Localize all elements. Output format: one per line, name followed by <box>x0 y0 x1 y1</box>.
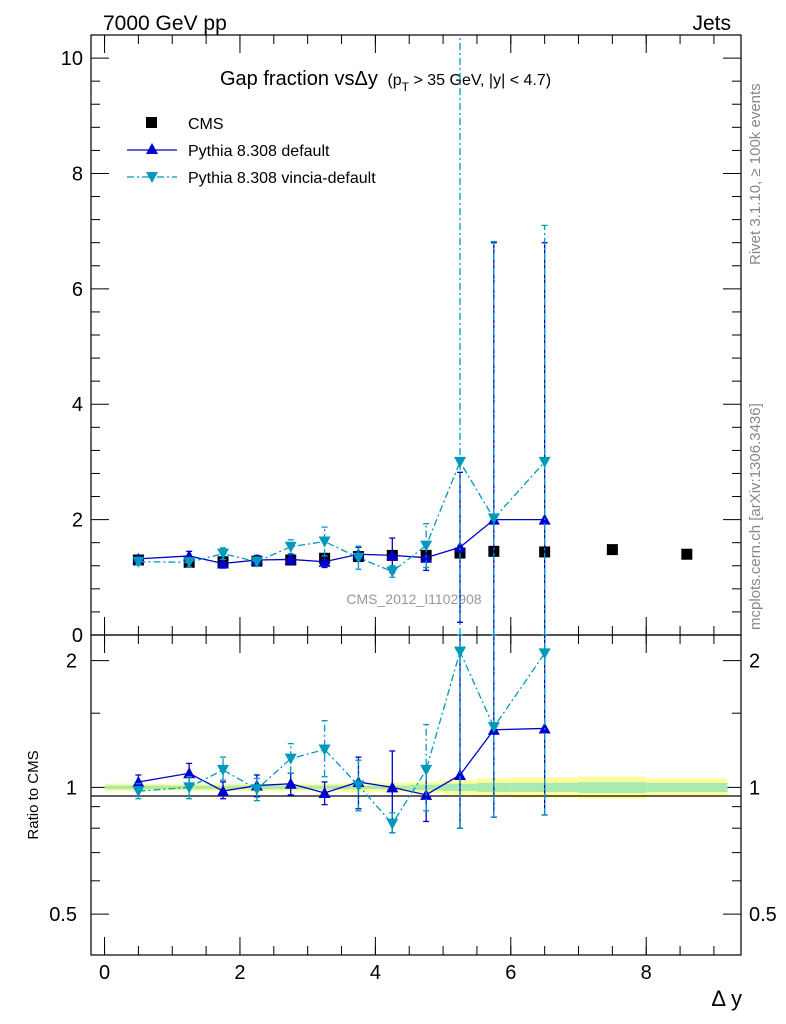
main-point-default <box>318 555 331 567</box>
ratio-point-default <box>318 786 331 798</box>
main-ytick-label: 4 <box>72 394 83 416</box>
rivet-version-label: Rivet 3.1.10, ≥ 100k events <box>747 83 764 265</box>
ratio-point-vincia <box>352 780 365 792</box>
main-point-vincia <box>487 513 500 525</box>
main-series-layer <box>132 35 693 636</box>
main-point-default <box>454 541 467 553</box>
ratio-series-layer <box>132 635 551 834</box>
ratio-line-default <box>138 727 545 796</box>
main-line-vincia <box>138 460 546 573</box>
ratio-point-default <box>217 785 230 797</box>
legend-label-cms: CMS <box>188 116 224 133</box>
header-process: Jets <box>692 12 731 35</box>
main-point-default <box>284 553 297 565</box>
ratio-point-default <box>284 777 297 789</box>
main-point-cms <box>606 544 618 556</box>
ratio-plot-frame <box>90 634 742 956</box>
ratio-point-vincia <box>454 646 467 658</box>
ratio-xtick-label: 2 <box>234 962 245 984</box>
ratio-xtick-label: 6 <box>505 962 516 984</box>
ratio-point-default <box>386 781 399 793</box>
main-axis-ticks: 0 2 4 6 8 10 <box>61 35 741 647</box>
ratio-ytick-label-left: 0.5 <box>49 904 77 926</box>
ratio-band-inner <box>578 781 647 793</box>
xaxis-label: Δ y <box>711 986 742 1011</box>
main-point-default <box>217 557 230 569</box>
ratio-band-inner <box>646 782 728 793</box>
ratio-point-vincia <box>538 648 551 660</box>
ratio-xtick-label: 4 <box>370 962 381 984</box>
title-sub-sub: T <box>402 80 410 94</box>
main-point-vincia <box>183 557 196 569</box>
legend-label-vincia: Pythia 8.308 vincia-default <box>188 170 376 187</box>
ratio-point-vincia <box>487 722 500 734</box>
main-point-vincia <box>250 556 263 568</box>
main-line-default <box>138 518 545 565</box>
legend-label-default: Pythia 8.308 default <box>188 143 330 160</box>
analysis-watermark: CMS_2012_I1102908 <box>346 591 481 607</box>
ratio-point-default <box>538 722 551 734</box>
ratio-point-vincia <box>318 744 331 756</box>
legend: CMS Pythia 8.308 default Pythia 8.308 vi… <box>127 116 376 187</box>
header-energy: 7000 GeV pp <box>103 12 227 35</box>
main-point-cms <box>681 548 693 560</box>
ratio-uncertainty-band <box>104 776 728 799</box>
ratio-point-vincia <box>250 784 263 796</box>
main-point-vincia <box>538 456 551 468</box>
main-ytick-label: 2 <box>72 510 83 532</box>
legend-marker-vincia <box>146 172 158 183</box>
ratio-point-vincia <box>183 782 196 794</box>
ratio-point-vincia <box>386 818 399 830</box>
title-sub-rest: > 35 GeV, |y| < 4.7) <box>409 72 551 89</box>
legend-marker-cms <box>146 117 157 128</box>
ratio-ytick-label-right: 0.5 <box>749 904 777 926</box>
legend-marker-default <box>146 143 158 154</box>
main-ytick-label: 6 <box>72 279 83 301</box>
mcplots-label: mcplots.cern.ch [arXiv:1306.3436] <box>747 403 764 630</box>
ratio-ytick-label-right: 2 <box>749 651 760 673</box>
ratio-point-default <box>454 768 467 780</box>
ratio-line-vincia <box>138 649 546 825</box>
ratio-ytick-label-left: 1 <box>66 777 77 799</box>
plot-title: Gap fraction vsΔy (pT > 35 GeV, |y| < 4.… <box>220 68 551 94</box>
ratio-point-vincia <box>132 786 145 798</box>
main-point-default <box>386 549 399 561</box>
main-point-vincia <box>217 548 230 560</box>
ratio-ytick-label-right: 1 <box>749 777 760 799</box>
main-ytick-label: 0 <box>72 625 83 647</box>
ratio-xtick-label: 0 <box>99 962 110 984</box>
main-ytick-label: 8 <box>72 163 83 185</box>
main-ytick-label: 10 <box>61 48 83 70</box>
main-point-vincia <box>352 552 365 564</box>
ratio-point-vincia <box>420 764 433 776</box>
ratio-ylabel: Ratio to CMS <box>25 750 42 839</box>
title-main: Gap fraction vsΔy <box>220 68 378 90</box>
title-sub: (p <box>387 72 401 89</box>
main-point-vincia <box>454 456 467 468</box>
ratio-point-default <box>183 767 196 779</box>
ratio-ytick-label-left: 2 <box>66 651 77 673</box>
main-point-vincia <box>318 536 331 548</box>
ratio-xtick-label: 8 <box>641 962 652 984</box>
main-point-vincia <box>284 541 297 553</box>
ratio-axis-ticks: 0 2 4 6 8 0.5 0.5 1 1 2 2 <box>49 635 777 984</box>
ratio-point-vincia <box>284 753 297 765</box>
ratio-point-vincia <box>217 764 230 776</box>
main-point-vincia <box>420 540 433 552</box>
main-point-vincia <box>386 566 399 578</box>
main-point-vincia <box>132 556 145 568</box>
